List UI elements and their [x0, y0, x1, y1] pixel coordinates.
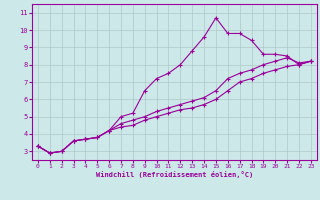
- X-axis label: Windchill (Refroidissement éolien,°C): Windchill (Refroidissement éolien,°C): [96, 171, 253, 178]
